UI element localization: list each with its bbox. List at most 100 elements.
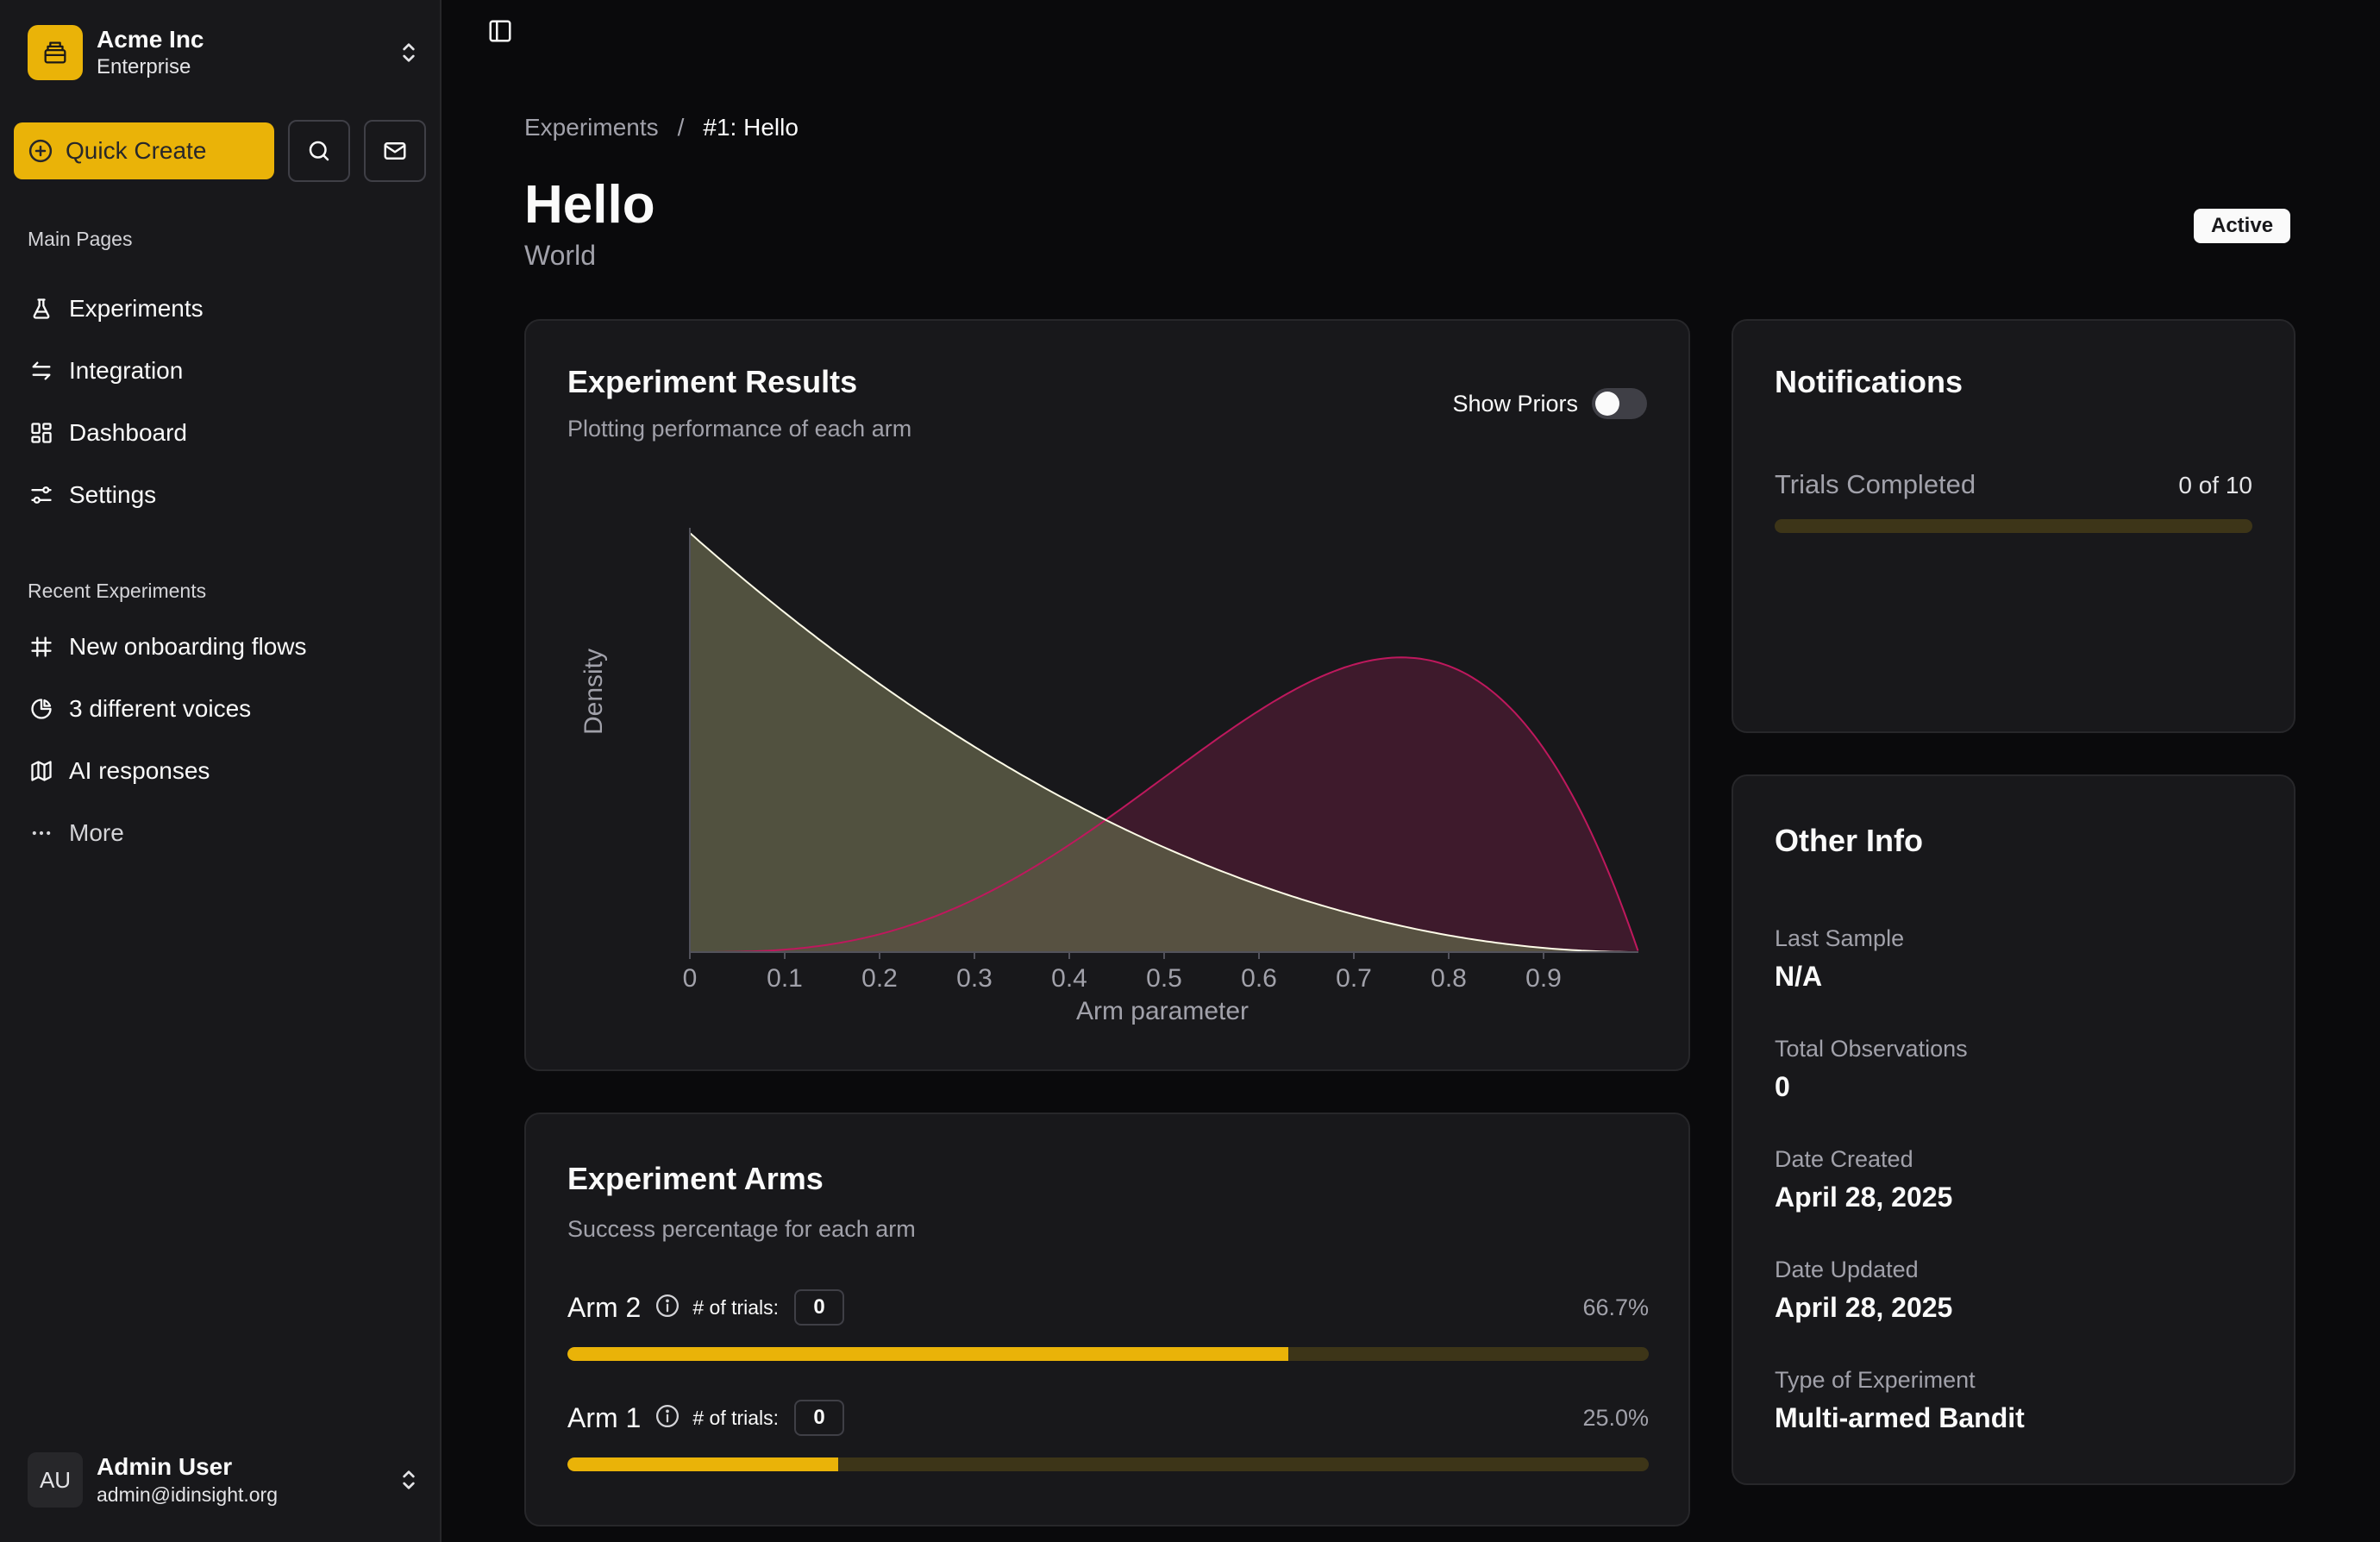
info-value: April 28, 2025 bbox=[1775, 1182, 1953, 1213]
sidebar-item-integration[interactable]: Integration bbox=[28, 350, 407, 392]
arm-percent: 66.7% bbox=[1582, 1294, 1649, 1320]
info-value: 0 bbox=[1775, 1071, 1790, 1102]
org-logo-icon bbox=[28, 25, 83, 80]
search-button[interactable] bbox=[288, 120, 350, 182]
user-name: Admin User bbox=[97, 1453, 233, 1480]
org-switcher[interactable]: Acme Inc Enterprise bbox=[28, 24, 424, 81]
sidebar-item-new-onboarding-flows[interactable]: New onboarding flows bbox=[28, 626, 407, 668]
density-chart: 0 0.1 0.2 0.3 0.4 0.5 0.6 0.7 0.8 0.9 Arm paramet… bbox=[579, 528, 1639, 1025]
arm-row: Arm 1 # of trials: 0 25.0% bbox=[567, 1399, 1649, 1476]
breadcrumb-current: #1: Hello bbox=[703, 114, 799, 141]
sidebar-item-label: More bbox=[69, 819, 124, 846]
mail-icon bbox=[384, 142, 406, 160]
sidebar-item-settings[interactable]: Settings bbox=[28, 474, 407, 516]
user-menu[interactable]: AU Admin User admin@idinsight.org bbox=[28, 1449, 424, 1511]
info-last-sample: Last Sample N/A bbox=[1775, 923, 1904, 995]
avatar: AU bbox=[28, 1452, 83, 1508]
plus-circle-icon bbox=[28, 139, 53, 163]
info-date-updated: Date Updated April 28, 2025 bbox=[1775, 1254, 1952, 1326]
user-email: admin@idinsight.org bbox=[97, 1483, 279, 1506]
arm-progress-fill bbox=[567, 1457, 838, 1471]
sidebar-item-ai-responses[interactable]: AI responses bbox=[28, 750, 407, 792]
sidebar-item-label: Settings bbox=[69, 481, 157, 508]
breadcrumb-experiments-link[interactable]: Experiments bbox=[524, 114, 659, 141]
arm-name: Arm 2 bbox=[567, 1291, 642, 1323]
series-1-line bbox=[689, 532, 1638, 953]
series-2-area bbox=[690, 657, 1638, 952]
x-tick-label: 0.4 bbox=[1051, 964, 1087, 993]
trials-input[interactable]: 0 bbox=[794, 1289, 845, 1326]
x-tick-label: 0.2 bbox=[861, 964, 898, 993]
dashboard-icon bbox=[28, 419, 55, 447]
other-info-card: Other Info Last Sample N/A Total Observa… bbox=[1732, 774, 2295, 1485]
breadcrumb: Experiments / #1: Hello bbox=[524, 114, 799, 141]
arms-card-title: Experiment Arms bbox=[567, 1161, 824, 1196]
inbox-button[interactable] bbox=[364, 120, 426, 182]
x-tick-label: 0.8 bbox=[1431, 964, 1467, 993]
sidebar-item-label: 3 different voices bbox=[69, 695, 252, 722]
page-subtitle: World bbox=[524, 240, 596, 271]
info-label: Date Updated bbox=[1775, 1257, 1919, 1282]
series-1-area bbox=[690, 533, 1638, 952]
x-tick-label: 0.6 bbox=[1241, 964, 1277, 993]
quick-create-button[interactable]: Quick Create bbox=[14, 122, 274, 179]
y-axis-label: Density bbox=[579, 649, 608, 735]
panel-left-icon bbox=[489, 20, 511, 42]
sidebar-item-3-different-voices[interactable]: 3 different voices bbox=[28, 688, 407, 730]
info-icon[interactable] bbox=[654, 1403, 680, 1433]
x-tick-label: 0.3 bbox=[956, 964, 993, 993]
org-name: Acme Inc bbox=[97, 26, 204, 53]
chevrons-up-down-icon bbox=[397, 1464, 421, 1495]
quick-create-label: Quick Create bbox=[66, 137, 207, 164]
pie-chart-icon bbox=[28, 695, 55, 723]
sidebar-item-label: Integration bbox=[69, 357, 184, 384]
info-value: Multi-armed Bandit bbox=[1775, 1402, 2025, 1433]
arm-progress-fill bbox=[567, 1347, 1289, 1361]
sidebar-item-label: Dashboard bbox=[69, 419, 187, 446]
sidebar-item-experiments[interactable]: Experiments bbox=[28, 288, 407, 329]
experiment-arms-card: Experiment Arms Success percentage for e… bbox=[524, 1113, 1690, 1526]
info-value: N/A bbox=[1775, 961, 1823, 992]
toggle-knob bbox=[1595, 392, 1619, 416]
trials-completed-value: 0 of 10 bbox=[2178, 472, 2252, 498]
frame-icon bbox=[28, 633, 55, 661]
trials-label: # of trials: bbox=[692, 1295, 780, 1319]
x-tick-label: 0.1 bbox=[767, 964, 803, 993]
more-horizontal-icon bbox=[28, 819, 55, 847]
trials-input[interactable]: 0 bbox=[794, 1400, 845, 1436]
toggle-sidebar-button[interactable] bbox=[485, 16, 516, 47]
arm-row: Arm 2 # of trials: 0 66.7% bbox=[567, 1288, 1649, 1366]
info-label: Date Created bbox=[1775, 1146, 1913, 1172]
arrows-icon bbox=[28, 357, 55, 385]
trials-progress-track bbox=[1775, 519, 2252, 533]
sidebar-item-more[interactable]: More bbox=[28, 812, 407, 854]
arms-card-description: Success percentage for each arm bbox=[567, 1216, 916, 1242]
info-icon[interactable] bbox=[654, 1293, 680, 1323]
sliders-icon bbox=[28, 481, 55, 509]
chevrons-up-down-icon bbox=[397, 37, 421, 68]
sidebar-item-label: Experiments bbox=[69, 295, 204, 322]
info-label: Type of Experiment bbox=[1775, 1367, 1976, 1393]
status-badge: Active bbox=[2194, 209, 2291, 243]
recent-experiments-label: Recent Experiments bbox=[28, 580, 207, 602]
arm-percent: 25.0% bbox=[1582, 1404, 1649, 1431]
x-tick-label: 0 bbox=[683, 964, 698, 993]
notifications-title: Notifications bbox=[1775, 364, 1964, 399]
info-label: Total Observations bbox=[1775, 1036, 1968, 1062]
arm-progress-track bbox=[567, 1457, 1649, 1471]
results-card-title: Experiment Results bbox=[567, 364, 858, 399]
show-priors-toggle[interactable] bbox=[1592, 388, 1647, 419]
info-value: April 28, 2025 bbox=[1775, 1292, 1953, 1323]
sidebar-item-label: New onboarding flows bbox=[69, 633, 307, 660]
org-plan: Enterprise bbox=[97, 55, 191, 78]
sidebar-item-dashboard[interactable]: Dashboard bbox=[28, 412, 407, 454]
arm-name: Arm 1 bbox=[567, 1401, 642, 1433]
notifications-card: Notifications Trials Completed 0 of 10 bbox=[1732, 319, 2295, 733]
show-priors-label: Show Priors bbox=[1452, 390, 1578, 417]
map-icon bbox=[28, 757, 55, 785]
x-tick-label: 0.9 bbox=[1525, 964, 1562, 993]
info-experiment-type: Type of Experiment Multi-armed Bandit bbox=[1775, 1364, 2025, 1437]
arm-progress-track bbox=[567, 1347, 1649, 1361]
results-card-description: Plotting performance of each arm bbox=[567, 416, 912, 442]
trials-completed-label: Trials Completed bbox=[1775, 469, 1976, 499]
